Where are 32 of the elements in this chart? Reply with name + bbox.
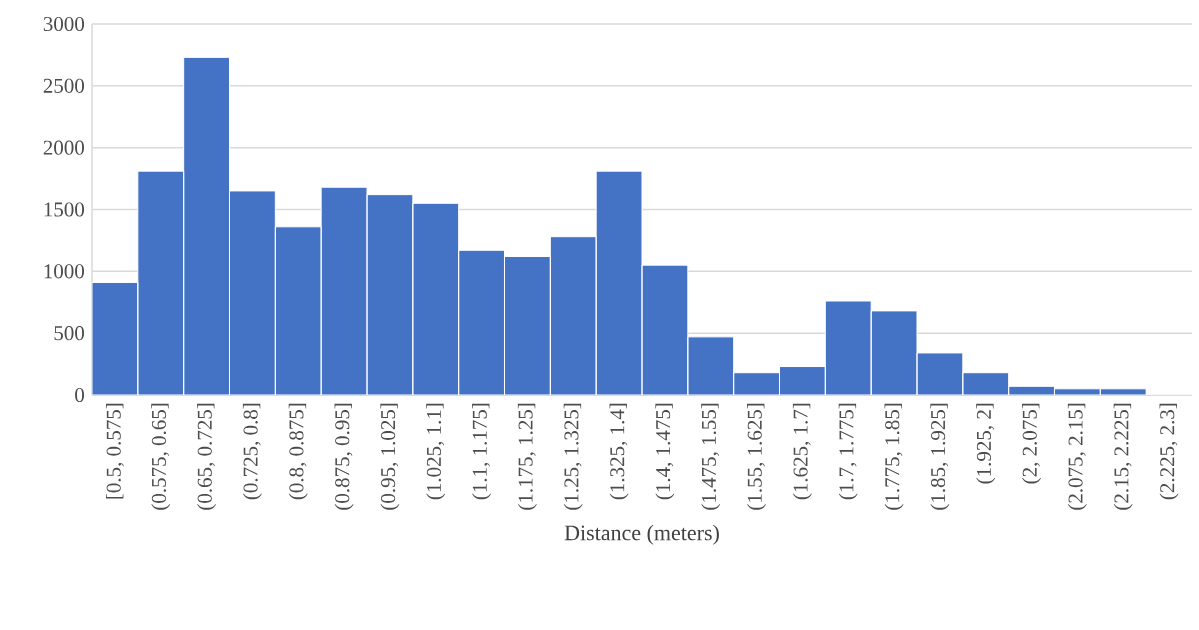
y-tick-label: 2500 [43,78,85,93]
y-tick-label: 500 [54,326,85,341]
x-tick-label: (0.725, 0.8] [242,403,262,500]
x-tick-label: (1.325, 1.4] [609,403,629,500]
y-tick-label: 1000 [44,264,85,279]
x-tick-label: (0.8, 0.875] [288,403,308,500]
x-tick-label: (0.65, 0.725] [197,403,217,510]
x-tick-label: (1.925, 2] [976,403,996,484]
x-tick-label: (2, 2.075] [1022,403,1042,484]
x-tick-label: (0.875, 0.95] [334,403,354,510]
x-tick-label: [0.5, 0.575] [106,403,124,499]
x-tick-label: (1.55, 1.625] [747,403,767,510]
x-tick-label: (1.175, 1.25] [517,403,537,510]
x-tick-label: (1.1, 1.175] [472,403,492,500]
x-tick-label: (1.025, 1.1] [426,403,446,500]
y-tick-label: 1500 [44,202,85,217]
x-tick-label: (1.775, 1.85] [884,403,904,510]
y-tick-label: 3000 [43,16,85,32]
y-tick-label: 0 [75,387,85,403]
x-tick-label: (0.95, 1.025] [380,403,400,510]
x-tick-label: (1.4, 1.475] [655,403,675,500]
x-tick-label: (2.15, 2.225] [1113,403,1133,510]
x-tick-label: (1.7, 1.775] [838,403,858,500]
x-tick-label: (2.225, 2.3] [1159,403,1179,500]
x-tick-label: (2.075, 2.15] [1067,403,1087,510]
x-tick-label: (0.575, 0.65] [151,403,171,510]
y-tick-label: 2000 [43,140,85,155]
x-tick-label: (1.85, 1.925] [930,403,950,510]
x-tick-label: (1.25, 1.325] [563,403,583,510]
x-tick-label: (1.475, 1.55] [701,403,721,510]
x-tick-label: (1.625, 1.7] [792,403,812,500]
x-axis-title: Distance (meters) [564,524,719,545]
